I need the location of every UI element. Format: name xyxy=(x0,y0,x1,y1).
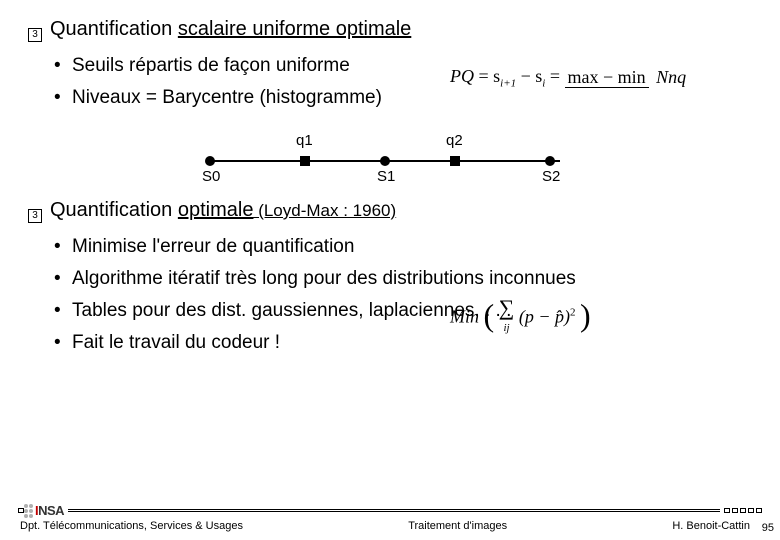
heading-icon: 3 xyxy=(28,28,42,42)
page-number: 95 xyxy=(762,522,774,534)
formula2-min: Min xyxy=(450,307,479,327)
heading2-prefix: Quantification xyxy=(50,199,178,221)
marker-q1 xyxy=(300,156,310,166)
bullet-algorithme: Algorithme itératif très long pour des d… xyxy=(72,268,752,290)
formula2-body: (p − p̂) xyxy=(519,307,570,327)
bullet-tables: Tables pour des dist. gaussiennes, lapla… xyxy=(72,300,752,322)
heading-quantification-uniforme: 3 Quantification scalaire uniforme optim… xyxy=(28,18,752,41)
logo-insa: INSA xyxy=(24,503,64,518)
label-s2: S2 xyxy=(542,168,560,185)
footer: INSA Dpt. Télécommunications, Services &… xyxy=(0,503,780,532)
formula-sub1: i+1 xyxy=(500,78,516,90)
marker-s0 xyxy=(205,156,215,166)
formula-den: Nnq xyxy=(653,67,689,87)
formula-pq: PQ = si+1 − si = max − min Nnq xyxy=(450,66,689,90)
marker-s1 xyxy=(380,156,390,166)
label-s0: S0 xyxy=(202,168,220,185)
formula2-sub: ij xyxy=(503,322,509,334)
threshold-diagram: S0 S1 S2 q1 q2 xyxy=(200,123,580,187)
bullet-codeur: Fait le travail du codeur ! xyxy=(72,332,752,354)
label-q1: q1 xyxy=(296,132,313,149)
heading-icon-2: 3 xyxy=(28,209,42,223)
marker-s2 xyxy=(545,156,555,166)
label-q2: q2 xyxy=(446,132,463,149)
footer-center: Traitement d'images xyxy=(408,520,507,532)
logo-text-rest: NSA xyxy=(38,503,64,518)
label-s1: S1 xyxy=(377,168,395,185)
heading-quantification-optimale: 3 Quantification optimale (Loyd-Max : 19… xyxy=(28,199,752,222)
heading2-underlined: optimale xyxy=(178,199,254,221)
footer-left: Dpt. Télécommunications, Services & Usag… xyxy=(20,520,243,532)
formula-minus: − s xyxy=(521,66,543,86)
formula-lhs: PQ xyxy=(450,66,474,86)
heading2-suffix: (Loyd-Max : 1960) xyxy=(253,201,396,220)
heading1-underlined: scalaire uniforme optimale xyxy=(178,18,411,40)
formula-sub2: i xyxy=(542,78,545,90)
bullet-minimise: Minimise l'erreur de quantification xyxy=(72,236,752,258)
formula-min: Min ( ∑ ij (p − p̂)2 ) xyxy=(450,300,591,337)
formula-eq2: = xyxy=(550,66,560,86)
bullets-group-2: Minimise l'erreur de quantification Algo… xyxy=(28,236,752,354)
formula2-sum: ∑ xyxy=(499,301,515,315)
footer-dash-right xyxy=(724,508,762,513)
formula2-sup: 2 xyxy=(570,307,576,319)
bullet-niveaux: Niveaux = Barycentre (histogramme) xyxy=(72,87,752,109)
formula-num: max − min xyxy=(565,67,649,88)
heading1-prefix: Quantification xyxy=(50,18,178,40)
marker-q2 xyxy=(450,156,460,166)
footer-divider xyxy=(68,509,720,512)
footer-right: H. Benoit-Cattin xyxy=(672,520,750,532)
formula-eq1: = s xyxy=(479,66,501,86)
